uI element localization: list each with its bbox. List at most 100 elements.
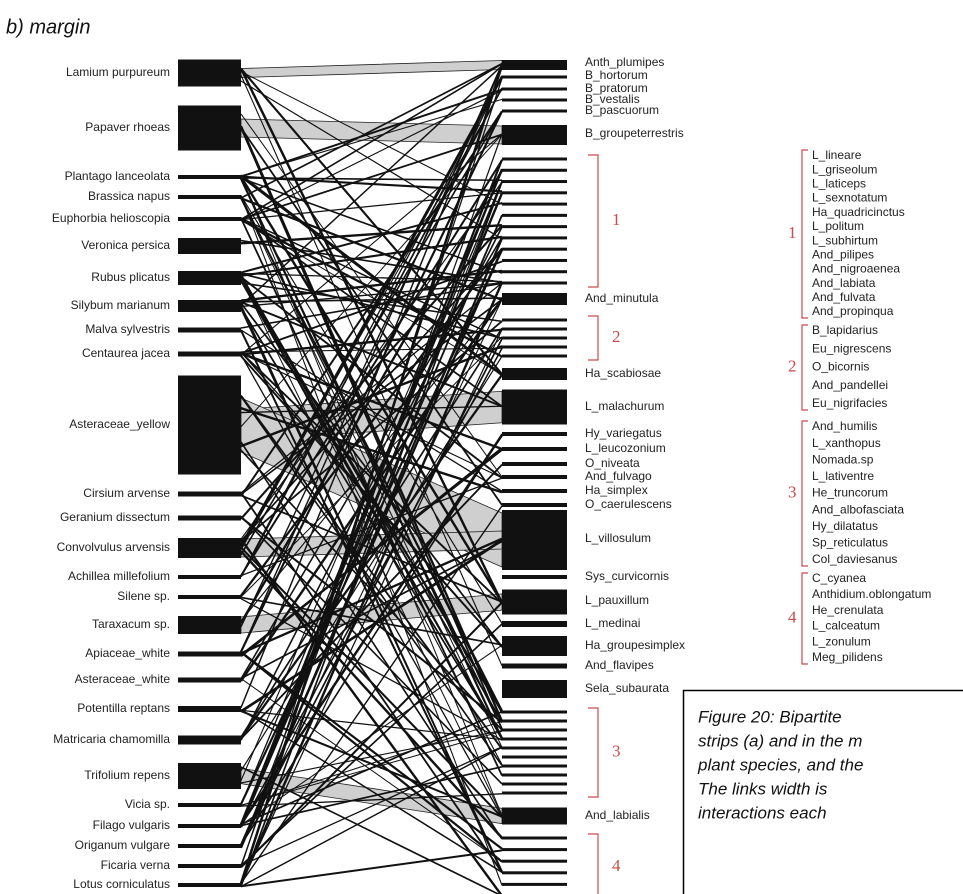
pollinator-label: L_medinai — [585, 616, 640, 630]
plant-node — [178, 300, 241, 312]
plant-node — [178, 351, 241, 357]
legend-member: B_lapidarius — [812, 323, 878, 337]
pollinator-node — [502, 882, 567, 886]
pollinator-node — [502, 746, 567, 750]
legend-member: L_xanthopus — [812, 436, 881, 450]
plant-node — [178, 706, 241, 712]
pollinator-node — [502, 125, 567, 145]
pollinator-node — [502, 475, 567, 479]
plant-node — [178, 677, 241, 683]
link — [240, 849, 503, 888]
plant-label: Apiaceae_white — [85, 646, 170, 660]
pollinator-node — [502, 236, 567, 240]
legend-member: Col_daviesanus — [812, 552, 897, 566]
link — [240, 127, 503, 506]
plant-label: Matricaria chamomilla — [53, 732, 170, 746]
link — [240, 202, 503, 274]
pollinator-label: Ha_simplex — [585, 483, 648, 497]
link — [240, 355, 503, 772]
plant-node — [178, 595, 241, 599]
link — [240, 71, 503, 205]
link — [240, 338, 503, 846]
pollinator-node — [502, 213, 567, 217]
pollinator-label: And_minutula — [585, 291, 659, 305]
group-bracket — [588, 315, 599, 361]
legend-member: And_pilipes — [812, 247, 874, 261]
legend-member: Eu_nigrifacies — [812, 396, 887, 410]
plant-node — [178, 491, 241, 497]
link — [240, 133, 503, 428]
plant-label: Asteraceae_white — [75, 672, 171, 686]
legend-member: Anthidium.oblongatum — [812, 587, 931, 601]
link — [240, 282, 503, 329]
pollinator-node — [502, 225, 567, 229]
pollinator-label: Sela_subaurata — [585, 681, 669, 695]
link — [240, 192, 503, 221]
plant-label: Silybum marianum — [71, 298, 170, 312]
legend-member: Sp_reticulatus — [812, 536, 888, 550]
pollinator-node — [502, 489, 567, 493]
plant-label: Papaver rhoeas — [85, 120, 170, 134]
pollinator-node — [502, 575, 567, 579]
link — [240, 746, 503, 867]
legend-member: L_calceatum — [812, 619, 880, 633]
plant-label: Potentilla reptans — [77, 701, 170, 715]
link — [240, 678, 503, 863]
links — [239, 60, 504, 894]
legend-number: 2 — [788, 356, 797, 375]
link — [240, 282, 503, 494]
pollinator-label: And_labialis — [585, 808, 650, 822]
pollinator-label: L_pauxillum — [585, 593, 649, 607]
link — [240, 76, 503, 577]
plant-label: Filago vulgaris — [93, 818, 170, 832]
pollinator-label: B_groupeterrestris — [585, 126, 684, 140]
pollinator-label: Ha_scabiosae — [585, 366, 661, 380]
link — [240, 516, 503, 724]
plant-label: Cirsium arvense — [83, 486, 170, 500]
pollinator-label: L_villosulum — [585, 531, 651, 545]
pollinator-label: B_pratorum — [585, 81, 648, 95]
group-bracket — [588, 707, 599, 798]
plant-node — [178, 575, 241, 579]
figure-title: b) margin — [6, 16, 90, 38]
legend-member: Meg_pilidens — [812, 650, 883, 664]
link — [240, 110, 503, 653]
legend-member: And_labiata — [812, 276, 876, 290]
pollinator-label: Hy_variegatus — [585, 426, 662, 440]
link — [240, 63, 503, 653]
link — [240, 224, 503, 520]
legend-member: L_sexnotatum — [812, 191, 887, 205]
legend-member: And_fulvata — [812, 290, 876, 304]
pollinator-label: Sys_curvicornis — [585, 569, 669, 583]
pollinator-node — [502, 168, 567, 172]
link — [240, 320, 503, 543]
pollinator-node — [502, 98, 567, 102]
pollinator-node — [502, 368, 567, 380]
link — [240, 347, 503, 353]
pollinator-node — [502, 87, 567, 91]
group-number: 1 — [612, 210, 621, 229]
legend-member: L_lineare — [812, 148, 862, 162]
link — [240, 766, 503, 827]
pollinator-node — [502, 589, 567, 615]
legend-member: C_cyanea — [812, 571, 866, 585]
legend-member: O_bicornis — [812, 360, 869, 374]
link — [240, 62, 503, 199]
pollinator-node — [502, 247, 567, 251]
pollinator-node — [502, 782, 567, 786]
plant-label: Veronica persica — [81, 238, 170, 252]
legend-member: And_pandellei — [812, 378, 888, 392]
link — [240, 113, 503, 478]
link — [240, 298, 503, 496]
plant-node — [178, 217, 241, 221]
link — [240, 68, 503, 375]
caption-line: strips (a) and in the m — [698, 731, 862, 750]
link — [240, 301, 503, 408]
plant-label: Centaurea jacea — [82, 346, 170, 360]
pollinator-node — [502, 836, 567, 840]
pollinator-label: Ha_groupesimplex — [585, 638, 685, 652]
plant-node — [178, 844, 241, 848]
link — [240, 793, 503, 807]
link — [240, 299, 503, 847]
